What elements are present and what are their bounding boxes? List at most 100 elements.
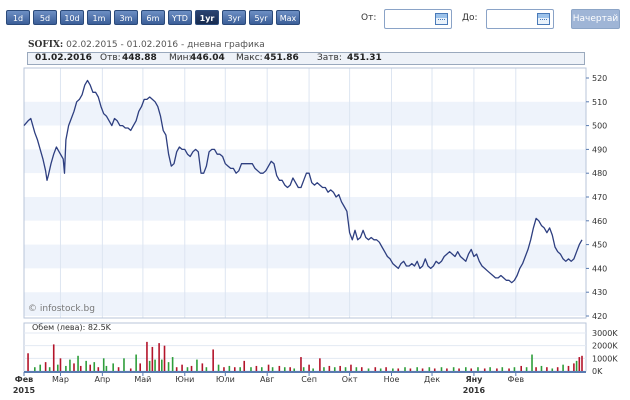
range-button-5yr[interactable]: 5yr bbox=[249, 10, 273, 25]
volume-bar bbox=[65, 365, 67, 371]
volume-bar bbox=[289, 367, 291, 371]
range-button-5d[interactable]: 5d bbox=[33, 10, 57, 25]
volume-bar bbox=[374, 367, 377, 371]
volume-bar bbox=[360, 367, 363, 371]
x-tick-label: Авг bbox=[260, 375, 274, 384]
volume-bar bbox=[135, 354, 137, 371]
watermark: © infostock.bg bbox=[28, 304, 95, 314]
volume-bar bbox=[52, 344, 55, 371]
range-button-ytd[interactable]: YTD bbox=[168, 10, 192, 25]
range-button-10d[interactable]: 10d bbox=[60, 10, 84, 25]
volume-bar bbox=[146, 341, 148, 371]
volume-bar bbox=[440, 367, 443, 371]
x-tick-label: Дек bbox=[424, 375, 440, 384]
y-tick-label: 490 bbox=[592, 145, 607, 154]
plot-band bbox=[24, 149, 586, 174]
volume-bar bbox=[217, 364, 220, 371]
x-tick-label: Ное bbox=[384, 375, 400, 384]
volume-bar bbox=[171, 357, 174, 371]
y-tick-label: 510 bbox=[592, 98, 607, 107]
volume-bar bbox=[293, 368, 296, 371]
range-button-max[interactable]: Max bbox=[276, 10, 300, 25]
volume-bar bbox=[308, 364, 310, 371]
volume-bar bbox=[59, 358, 62, 371]
volume-bar bbox=[79, 365, 82, 371]
plot-band bbox=[24, 197, 586, 221]
calendar-icon[interactable] bbox=[435, 13, 448, 25]
volume-bar bbox=[470, 368, 473, 371]
volume-bar bbox=[409, 368, 412, 371]
volume-bar bbox=[44, 362, 47, 371]
volume-bar bbox=[452, 367, 455, 371]
range-button-1yr[interactable]: 1yr bbox=[195, 10, 219, 25]
x-tick-label: Фев bbox=[508, 375, 525, 384]
range-button-3yr[interactable]: 3yr bbox=[222, 10, 246, 25]
to-label: До: bbox=[462, 13, 478, 23]
volume-bar bbox=[233, 367, 236, 371]
x-tick-label: Мар bbox=[52, 375, 69, 384]
plot-band bbox=[24, 101, 586, 126]
volume-bar bbox=[350, 364, 352, 371]
volume-bar bbox=[508, 368, 510, 371]
volume-bar bbox=[97, 367, 100, 371]
volume-bar bbox=[243, 360, 246, 371]
volume-bar bbox=[151, 346, 154, 371]
volume-bar bbox=[556, 367, 559, 371]
volume-bar bbox=[339, 365, 341, 371]
volume-bar bbox=[39, 364, 42, 371]
volume-bar bbox=[260, 367, 263, 371]
volume-tick-label: 3000K bbox=[592, 329, 618, 338]
volume-bar bbox=[446, 368, 448, 371]
volume-bar bbox=[105, 365, 108, 371]
range-button-1m[interactable]: 1m bbox=[87, 10, 111, 25]
volume-bar bbox=[223, 367, 225, 371]
y-tick-label: 430 bbox=[592, 288, 607, 297]
volume-bar bbox=[167, 362, 170, 371]
volume-bar bbox=[546, 367, 548, 371]
volume-bar bbox=[73, 363, 75, 371]
chart-subtitle: 02.02.2015 - 01.02.2016 - дневна графика bbox=[66, 40, 265, 50]
volume-tick-label: 0K bbox=[592, 367, 603, 376]
volume-bar bbox=[69, 359, 71, 371]
volume-bar bbox=[250, 367, 252, 371]
volume-bar bbox=[278, 365, 281, 371]
volume-bar bbox=[175, 367, 178, 371]
close-label: Затв: bbox=[317, 53, 342, 63]
y-tick-label: 440 bbox=[592, 264, 607, 273]
volume-bar bbox=[581, 355, 583, 371]
calendar-icon[interactable] bbox=[537, 13, 550, 25]
plot-band bbox=[24, 78, 586, 102]
draw-button[interactable]: Начертай bbox=[571, 9, 620, 29]
volume-bar bbox=[27, 353, 29, 371]
from-date-field[interactable] bbox=[384, 9, 452, 29]
volume-bar bbox=[93, 362, 96, 371]
x-tick-label: Май bbox=[134, 375, 151, 384]
x-tick-label: Фев bbox=[15, 375, 33, 384]
info-bar: 01.02.2016 Отв: 448.88 Мин: 446.04 Макс:… bbox=[27, 52, 585, 65]
volume-bar bbox=[404, 367, 406, 371]
range-button-6m[interactable]: 6m bbox=[141, 10, 165, 25]
volume-bar bbox=[201, 363, 204, 371]
chart-title: SOFIX: 02.02.2015 - 01.02.2016 - дневна … bbox=[28, 40, 265, 50]
from-label: От: bbox=[361, 13, 377, 23]
volume-tick-label: 1000K bbox=[592, 354, 618, 363]
min-value: 446.04 bbox=[190, 53, 225, 63]
max-label: Макс: bbox=[236, 53, 263, 63]
price-plot-frame bbox=[23, 67, 587, 319]
to-date-field[interactable] bbox=[486, 9, 554, 29]
plot-band bbox=[24, 244, 586, 269]
plot-band bbox=[24, 220, 586, 245]
volume-bar bbox=[525, 367, 528, 371]
volume-bar bbox=[385, 367, 387, 371]
volume-bar bbox=[489, 367, 491, 371]
range-button-1d[interactable]: 1d bbox=[6, 10, 30, 25]
open-label: Отв: bbox=[100, 53, 121, 63]
volume-bar bbox=[535, 367, 537, 371]
x-tick-label: Юни bbox=[175, 375, 194, 384]
range-button-3m[interactable]: 3m bbox=[114, 10, 138, 25]
volume-bar bbox=[139, 363, 141, 371]
volume-bar bbox=[255, 365, 258, 371]
x-tick-label: Апр bbox=[94, 375, 110, 384]
volume-bar bbox=[458, 368, 460, 371]
volume-bar bbox=[212, 349, 214, 371]
